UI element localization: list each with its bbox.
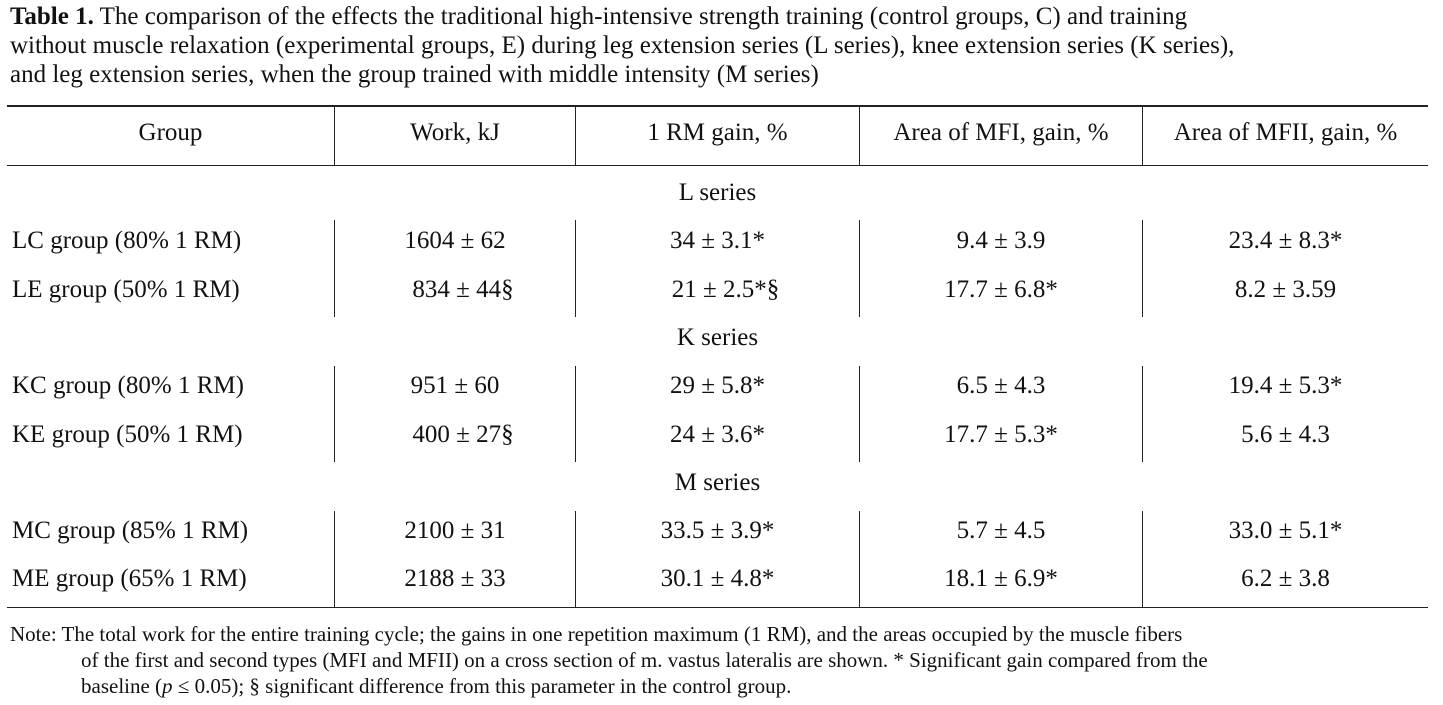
row-kc-group: KC group (80% 1 RM)	[12, 372, 244, 399]
note-p-symbol: p	[162, 674, 173, 698]
header-divider-2	[575, 106, 576, 165]
note-line-3-pre: baseline (	[81, 674, 163, 698]
row-kc-1rm: 29 ± 5.8*	[670, 372, 765, 399]
note-line-2: of the first and second types (MFI and M…	[81, 648, 1208, 672]
row-ke-1rm: 24 ± 3.6*	[670, 421, 765, 448]
m-divider-2	[575, 511, 576, 607]
row-me-group: ME group (65% 1 RM)	[12, 565, 247, 592]
l-divider-4	[1142, 220, 1143, 317]
table-top-rule	[7, 105, 1428, 107]
row-ke-group: KE group (50% 1 RM)	[12, 421, 243, 448]
row-le-group: LE group (50% 1 RM)	[12, 276, 240, 303]
section-title-m: M series	[674, 469, 761, 496]
row-le-mfii: 8.2 ± 3.59	[1234, 276, 1337, 303]
l-divider-1	[334, 220, 335, 317]
caption-text-1: The comparison of the effects the tradit…	[99, 3, 1188, 30]
row-mc-mfii: 33.0 ± 5.1*	[1228, 517, 1343, 544]
table-bottom-rule	[7, 607, 1428, 608]
row-ke-mfii: 5.6 ± 4.3	[1241, 421, 1330, 448]
row-kc-mfii: 19.4 ± 5.3*	[1228, 372, 1343, 399]
table-caption: Table 1. The comparison of the effects t…	[10, 2, 1430, 89]
note-line-3-post: ≤ 0.05); § significant difference from t…	[172, 674, 792, 698]
section-title-k: K series	[676, 324, 759, 351]
row-lc-mfi: 9.4 ± 3.9	[956, 227, 1046, 254]
row-lc-group: LC group (80% 1 RM)	[12, 227, 242, 254]
row-kc-mfi: 6.5 ± 4.3	[956, 372, 1046, 399]
k-divider-3	[859, 366, 860, 462]
caption-line-3: and leg extension series, when the group…	[10, 61, 819, 88]
row-me-mfi: 18.1 ± 6.9*	[944, 565, 1058, 592]
note-line-3: baseline (p ≤ 0.05); § significant diffe…	[10, 673, 1435, 699]
caption-line-1: Table 1. The comparison of the effects t…	[10, 2, 1430, 31]
row-mc-work: 2100 ± 31	[404, 517, 506, 544]
l-divider-3	[859, 220, 860, 317]
row-ke-work: 400 ± 27§	[412, 421, 514, 448]
row-le-work: 834 ± 44§	[412, 276, 514, 303]
header-divider-3	[859, 106, 860, 165]
row-le-mfi: 17.7 ± 6.8*	[944, 276, 1058, 303]
header-divider-1	[334, 106, 335, 165]
header-1rm-gain: 1 RM gain, %	[647, 119, 788, 146]
section-title-l: L series	[678, 179, 757, 206]
row-mc-group: MC group (85% 1 RM)	[12, 517, 249, 544]
header-divider-4	[1142, 106, 1143, 165]
row-me-1rm: 30.1 ± 4.8*	[660, 565, 775, 592]
row-lc-mfii: 23.4 ± 8.3*	[1228, 227, 1343, 254]
k-divider-2	[575, 366, 576, 462]
table-note: Note: The total work for the entire trai…	[10, 621, 1435, 699]
k-divider-1	[334, 366, 335, 462]
l-divider-2	[575, 220, 576, 317]
row-mc-1rm: 33.5 ± 3.9*	[660, 517, 775, 544]
row-me-mfii: 6.2 ± 3.8	[1241, 565, 1330, 592]
table-label: Table 1.	[10, 3, 94, 30]
row-lc-work: 1604 ± 62	[404, 227, 506, 254]
header-group: Group	[138, 119, 203, 146]
k-divider-4	[1142, 366, 1143, 462]
row-le-1rm: 21 ± 2.5*§	[671, 276, 780, 303]
row-lc-1rm: 34 ± 3.1*	[670, 227, 765, 254]
m-divider-3	[859, 511, 860, 607]
header-mfii-gain: Area of MFII, gain, %	[1173, 119, 1398, 146]
m-divider-4	[1142, 511, 1143, 607]
header-work: Work, kJ	[410, 119, 500, 146]
note-line-1: Note: The total work for the entire trai…	[10, 622, 1183, 646]
row-kc-work: 951 ± 60	[410, 372, 500, 399]
row-mc-mfi: 5.7 ± 4.5	[956, 517, 1046, 544]
caption-line-2: without muscle relaxation (experimental …	[10, 32, 1235, 59]
row-me-work: 2188 ± 33	[404, 565, 506, 592]
header-bottom-rule	[7, 165, 1428, 166]
m-divider-1	[334, 511, 335, 607]
header-mfi-gain: Area of MFI, gain, %	[893, 119, 1109, 146]
row-ke-mfi: 17.7 ± 5.3*	[944, 421, 1058, 448]
